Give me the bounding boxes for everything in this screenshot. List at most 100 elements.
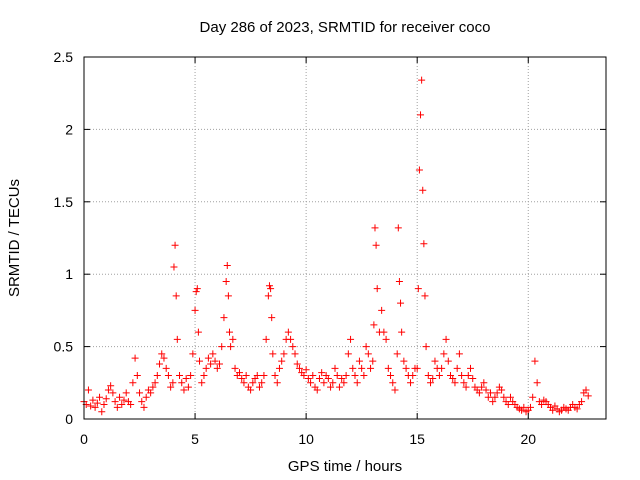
data-point — [573, 405, 581, 413]
data-point — [340, 379, 348, 387]
y-axis-label: SRMTID / TECUs — [6, 179, 23, 297]
data-point — [162, 364, 170, 372]
data-point — [229, 335, 237, 343]
data-point — [419, 186, 427, 194]
data-point — [142, 393, 150, 401]
data-point — [424, 372, 432, 380]
data-point — [289, 343, 297, 351]
data-point — [353, 379, 361, 387]
data-point — [127, 401, 135, 409]
data-point — [109, 389, 117, 397]
x-tick-label: 0 — [80, 431, 88, 447]
data-point — [438, 364, 446, 372]
data-point — [486, 389, 494, 397]
data-point — [414, 285, 422, 293]
data-point — [196, 357, 204, 365]
data-point — [578, 398, 586, 406]
data-point — [133, 372, 141, 380]
data-point — [173, 335, 181, 343]
data-point — [193, 285, 201, 293]
data-point — [287, 335, 295, 343]
data-point — [407, 379, 415, 387]
data-point — [526, 403, 534, 411]
grid-lines — [84, 57, 606, 419]
data-point — [93, 399, 101, 407]
data-point — [113, 403, 121, 411]
data-point — [247, 386, 255, 394]
data-point — [202, 364, 210, 372]
data-point — [180, 386, 188, 394]
data-point — [344, 350, 352, 358]
data-point — [129, 379, 137, 387]
data-point — [122, 389, 130, 397]
data-point — [451, 379, 459, 387]
data-point — [223, 262, 231, 270]
data-point — [320, 379, 328, 387]
data-point — [371, 224, 379, 232]
data-point — [342, 372, 350, 380]
data-point — [98, 408, 106, 416]
data-point — [480, 379, 488, 387]
data-point — [364, 350, 372, 358]
data-point — [347, 335, 355, 343]
x-axis-label: GPS time / hours — [288, 458, 402, 475]
data-point — [278, 357, 286, 365]
data-point — [204, 354, 212, 362]
data-point — [455, 350, 463, 358]
data-point — [389, 379, 397, 387]
data-points — [80, 76, 592, 416]
data-point — [249, 379, 257, 387]
data-point — [427, 379, 435, 387]
chart-title: Day 286 of 2023, SRMTID for receiver coc… — [200, 19, 491, 36]
data-point — [444, 357, 452, 365]
data-point — [362, 343, 370, 351]
data-point — [355, 357, 363, 365]
data-point — [370, 321, 378, 329]
data-point — [449, 374, 457, 382]
data-point — [176, 372, 184, 380]
data-point — [394, 224, 402, 232]
data-point — [255, 383, 263, 391]
data-point — [209, 350, 217, 358]
x-tick-label: 20 — [520, 431, 536, 447]
data-point — [215, 360, 223, 368]
data-point — [413, 364, 421, 372]
data-point — [222, 277, 230, 285]
data-point — [104, 386, 112, 394]
data-point — [136, 389, 144, 397]
data-point — [147, 389, 155, 397]
y-tick-label: 2.5 — [54, 49, 74, 65]
data-point — [167, 383, 175, 391]
data-point — [398, 328, 406, 336]
data-point — [151, 379, 159, 387]
data-point — [192, 288, 200, 296]
data-point — [458, 372, 466, 380]
x-tick-label: 15 — [409, 431, 425, 447]
data-point — [307, 379, 315, 387]
data-point — [397, 299, 405, 307]
data-point — [100, 401, 108, 409]
data-point — [420, 240, 428, 248]
data-point — [118, 401, 126, 409]
data-point — [453, 364, 461, 372]
data-point — [140, 403, 148, 411]
data-point — [380, 328, 388, 336]
data-point — [280, 350, 288, 358]
data-point — [84, 386, 92, 394]
data-point — [160, 354, 168, 362]
data-point — [178, 379, 186, 387]
data-point — [224, 292, 232, 300]
data-point — [429, 374, 437, 382]
data-point — [89, 396, 97, 404]
data-point — [520, 403, 528, 411]
data-point — [478, 383, 486, 391]
data-point — [484, 393, 492, 401]
data-point — [422, 343, 430, 351]
data-point — [153, 372, 161, 380]
data-point — [231, 364, 239, 372]
data-point — [269, 350, 277, 358]
data-point — [218, 343, 226, 351]
data-point — [169, 379, 177, 387]
data-point — [402, 364, 410, 372]
